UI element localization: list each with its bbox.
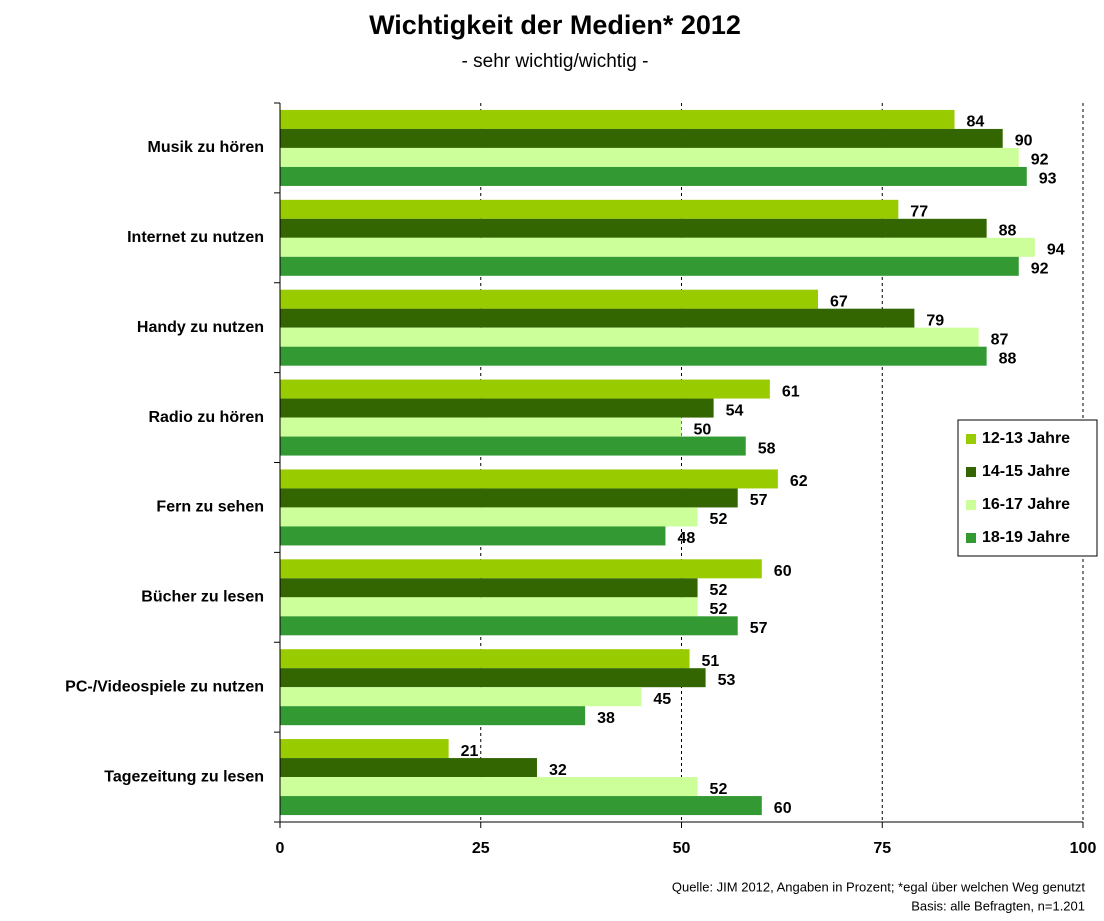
basis-note: Basis: alle Befragten, n=1.201 — [911, 898, 1085, 913]
bar — [280, 308, 915, 328]
y-tick-label: PC-/Videospiele zu nutzen — [65, 678, 264, 695]
value-label: 61 — [782, 383, 800, 400]
y-tick-label: Tagezeitung zu lesen — [104, 768, 264, 785]
bar — [280, 687, 642, 707]
value-label: 48 — [677, 530, 695, 547]
legend-swatch — [966, 467, 976, 477]
bar — [280, 436, 746, 456]
bar — [280, 417, 682, 437]
y-tick-label: Musik zu hören — [148, 139, 264, 156]
value-label: 38 — [597, 710, 615, 727]
value-label: 58 — [758, 440, 776, 457]
y-tick-label: Handy zu nutzen — [137, 319, 264, 336]
value-label: 45 — [653, 691, 671, 708]
bar — [280, 346, 987, 366]
value-label: 88 — [999, 223, 1017, 240]
bar — [280, 289, 819, 309]
value-label: 52 — [710, 601, 728, 618]
bar — [280, 218, 987, 238]
bar — [280, 237, 1035, 257]
bar — [280, 327, 979, 347]
value-label: 94 — [1047, 242, 1065, 259]
value-label: 52 — [710, 582, 728, 599]
value-label: 57 — [750, 620, 768, 637]
legend-label: 14-15 Jahre — [982, 463, 1070, 480]
bar — [280, 706, 586, 726]
value-label: 92 — [1031, 261, 1049, 278]
value-label: 54 — [726, 402, 744, 419]
legend-label: 16-17 Jahre — [982, 496, 1070, 513]
bar — [280, 379, 770, 399]
value-label: 62 — [790, 473, 808, 490]
bar — [280, 109, 955, 129]
value-label: 93 — [1039, 171, 1057, 188]
bar — [280, 507, 698, 527]
bar — [280, 649, 690, 669]
value-label: 87 — [991, 331, 1009, 348]
value-label: 88 — [999, 350, 1017, 367]
legend-swatch — [966, 533, 976, 543]
x-tick-label: 25 — [472, 840, 490, 857]
value-label: 51 — [702, 653, 720, 670]
bar — [280, 668, 706, 688]
bar — [280, 166, 1027, 186]
bar — [280, 777, 698, 797]
legend-swatch — [966, 434, 976, 444]
y-tick-label: Internet zu nutzen — [127, 229, 264, 246]
chart-title: Wichtigkeit der Medien* 2012 — [369, 10, 741, 40]
value-label: 67 — [830, 293, 848, 310]
value-label: 53 — [718, 672, 736, 689]
legend-label: 18-19 Jahre — [982, 529, 1070, 546]
value-label: 79 — [926, 312, 944, 329]
x-tick-label: 50 — [673, 840, 691, 857]
value-label: 60 — [774, 800, 792, 817]
bar — [280, 739, 449, 759]
bar — [280, 796, 762, 816]
value-label: 52 — [710, 781, 728, 798]
bar — [280, 398, 714, 418]
bar — [280, 526, 666, 546]
x-tick-label: 75 — [873, 840, 891, 857]
value-label: 50 — [694, 421, 712, 438]
bar — [280, 578, 698, 598]
value-label: 77 — [910, 204, 928, 221]
y-tick-label: Fern zu sehen — [156, 499, 264, 516]
bar — [280, 758, 537, 778]
bar — [280, 559, 762, 579]
y-tick-label: Radio zu hören — [148, 409, 264, 426]
bar — [280, 616, 738, 636]
value-label: 21 — [461, 743, 479, 760]
legend-label: 12-13 Jahre — [982, 430, 1070, 447]
legend-swatch — [966, 500, 976, 510]
y-tick-label: Bücher zu lesen — [141, 589, 264, 606]
source-note: Quelle: JIM 2012, Angaben in Prozent; *e… — [672, 879, 1086, 894]
bar — [280, 597, 698, 617]
value-label: 84 — [967, 114, 985, 131]
value-label: 32 — [549, 762, 567, 779]
bar — [280, 469, 778, 489]
value-label: 60 — [774, 563, 792, 580]
value-label: 57 — [750, 492, 768, 509]
legend-box — [957, 419, 1098, 557]
x-tick-label: 0 — [276, 840, 285, 857]
bar — [280, 128, 1003, 148]
bar — [280, 199, 899, 219]
value-label: 92 — [1031, 152, 1049, 169]
bar — [280, 256, 1019, 276]
chart-subtitle: - sehr wichtig/wichtig - — [462, 51, 649, 72]
value-label: 90 — [1015, 133, 1033, 150]
x-tick-label: 100 — [1070, 840, 1097, 857]
bar — [280, 488, 738, 508]
bar — [280, 147, 1019, 167]
value-label: 52 — [710, 511, 728, 528]
